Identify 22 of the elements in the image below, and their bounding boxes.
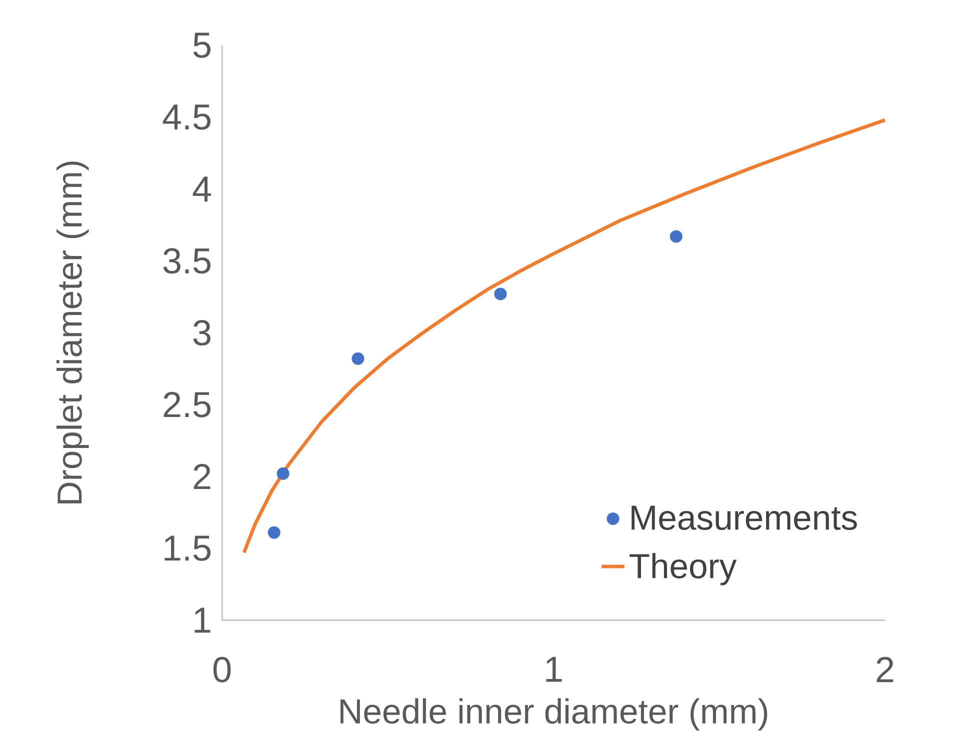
- point: [276, 467, 290, 480]
- y-tick-label: 2: [194, 464, 210, 489]
- point: [268, 526, 280, 539]
- y-tick-label: 5: [193, 32, 211, 58]
- point: [352, 352, 364, 365]
- y-tick-label: 3.5: [163, 248, 211, 274]
- x-axis-title: Needle inner diameter (mm): [340, 698, 768, 730]
- y-tick-label: 2.5: [164, 392, 211, 418]
- y-tick-label: 4.5: [162, 104, 211, 130]
- legend-label: Measurements: [632, 506, 857, 530]
- x-tick-label: 2: [876, 656, 894, 682]
- y-tick-label: 4: [192, 176, 211, 202]
- legend-label: Theory: [630, 552, 737, 586]
- x-tick-label: 1: [546, 656, 562, 682]
- point: [494, 288, 507, 300]
- y-axis-title: Droplet diameter (mm): [56, 161, 89, 504]
- x-tick-label: 0: [213, 656, 231, 682]
- line-series: [242, 118, 887, 554]
- y-tick-label: 3: [193, 320, 210, 346]
- y-tick-label: 1: [194, 608, 210, 632]
- y-tick-label: 1.5: [164, 536, 211, 561]
- point: [670, 230, 682, 243]
